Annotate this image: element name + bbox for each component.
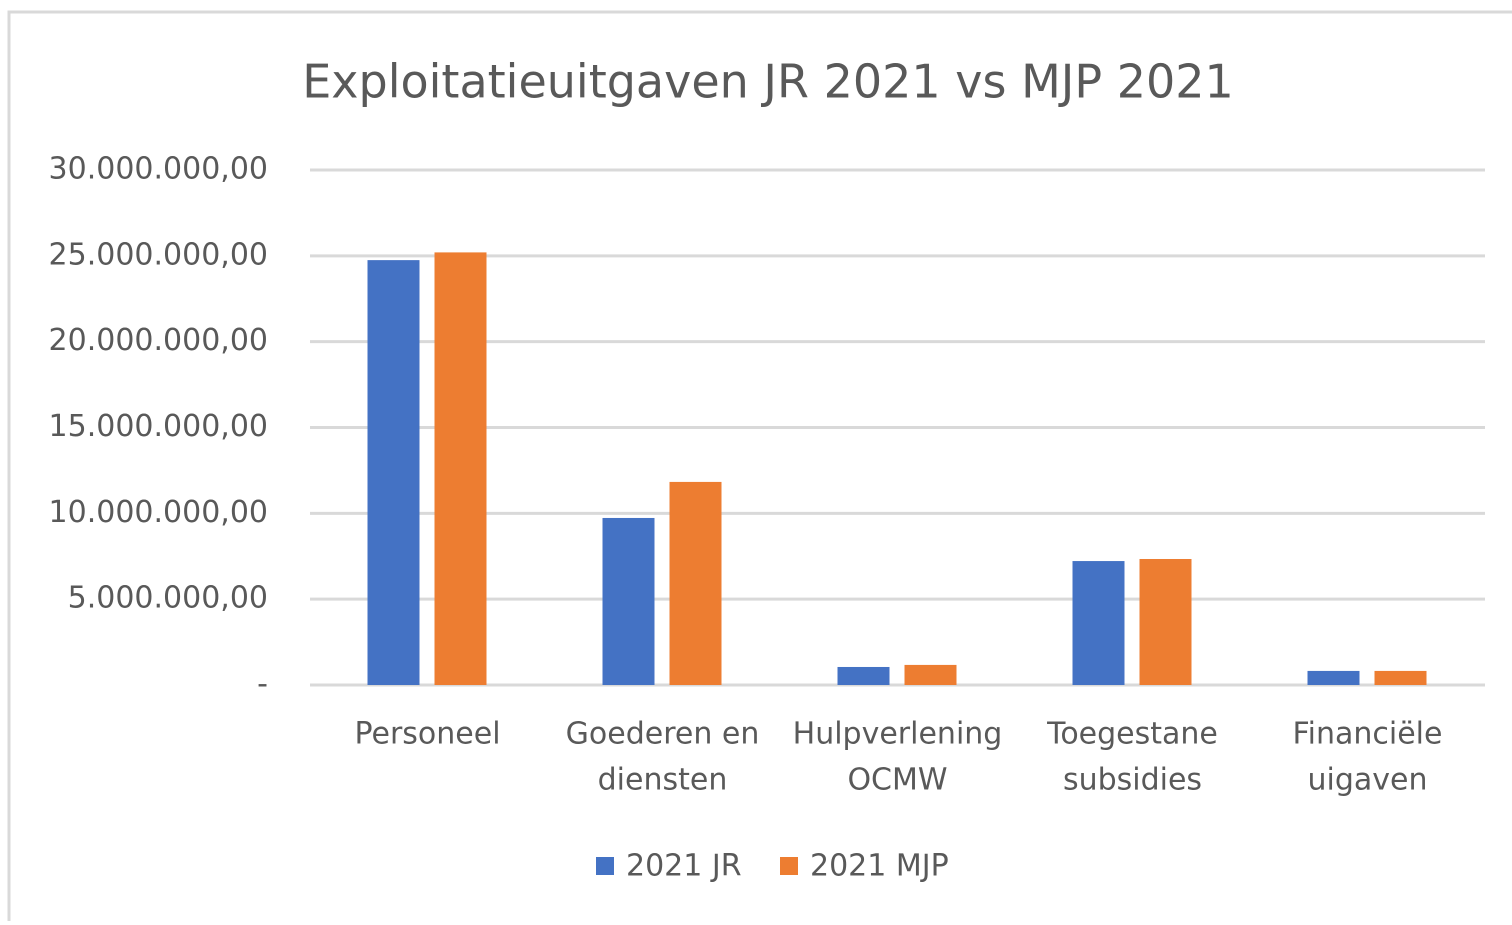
bar <box>837 666 890 685</box>
x-tick-label: Hulpverlening <box>793 717 1003 752</box>
y-tick-label: - <box>257 667 268 702</box>
chart-title: Exploitatieuitgaven JR 2021 vs MJP 2021 <box>302 55 1234 109</box>
bar <box>904 664 957 685</box>
x-tick-label: Financiële <box>1293 717 1443 752</box>
legend-label: 2021 MJP <box>810 849 949 884</box>
chart-frame <box>7 10 1512 925</box>
y-tick-label: 5.000.000,00 <box>68 581 268 616</box>
bar <box>669 481 722 685</box>
y-tick-label: 25.000.000,00 <box>49 237 268 272</box>
bar <box>602 517 655 685</box>
y-tick-label: 15.000.000,00 <box>49 409 268 444</box>
legend-swatch <box>596 857 614 875</box>
y-tick-label: 30.000.000,00 <box>49 152 268 187</box>
x-tick-label: Personeel <box>354 717 500 752</box>
x-tick-label: diensten <box>598 763 728 798</box>
bar <box>1374 670 1427 685</box>
bar <box>1307 670 1360 685</box>
x-tick-label: OCMW <box>847 763 947 798</box>
legend-label: 2021 JR <box>626 849 742 884</box>
x-tick-label: Goederen en <box>566 717 760 752</box>
x-tick-label: uigaven <box>1308 763 1428 798</box>
bar <box>434 252 487 685</box>
y-tick-label: 10.000.000,00 <box>49 495 268 530</box>
bar <box>1139 558 1192 685</box>
x-tick-label: subsidies <box>1063 763 1202 798</box>
y-tick-label: 20.000.000,00 <box>49 323 268 358</box>
x-tick-label: Toegestane <box>1046 717 1218 752</box>
bar <box>1072 561 1125 685</box>
bar <box>367 260 420 685</box>
legend-swatch <box>780 857 798 875</box>
